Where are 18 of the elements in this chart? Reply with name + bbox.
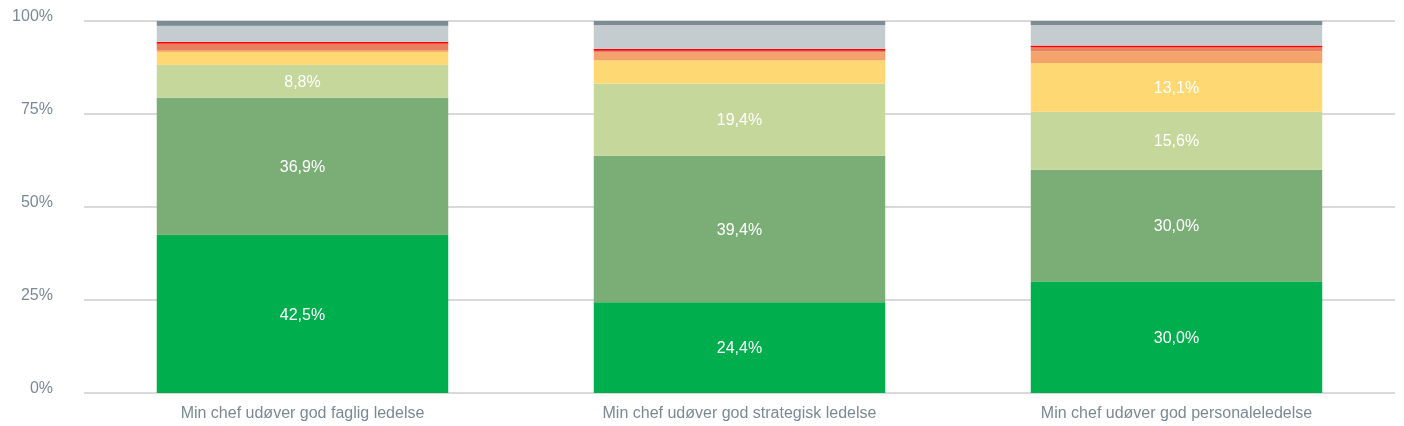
data-label: 19,4% (716, 111, 763, 129)
y-tick-label: 50% (20, 193, 53, 210)
data-label: 15,6% (1153, 132, 1200, 150)
data-label: 30,0% (1153, 328, 1200, 346)
y-tick-label: 75% (20, 100, 53, 117)
data-label: 24,4% (716, 339, 763, 357)
y-tick-label: 25% (20, 286, 53, 303)
data-label: 39,4% (716, 220, 763, 238)
data-label: 42,5% (279, 305, 326, 323)
y-tick-label: 0% (29, 379, 53, 396)
y-tick-label: 100% (12, 7, 53, 24)
data-label: 8,8% (284, 72, 321, 90)
data-label: 30,0% (1153, 217, 1200, 235)
x-tick-label: Min chef udøver god faglig ledelse (180, 404, 425, 421)
data-label: 36,9% (279, 157, 326, 175)
data-label: 13,1% (1153, 79, 1200, 96)
x-tick-label: Min chef udøver god strategisk ledelse (602, 404, 877, 421)
x-tick-label: Min chef udøver god personaleledelse (1040, 404, 1313, 421)
